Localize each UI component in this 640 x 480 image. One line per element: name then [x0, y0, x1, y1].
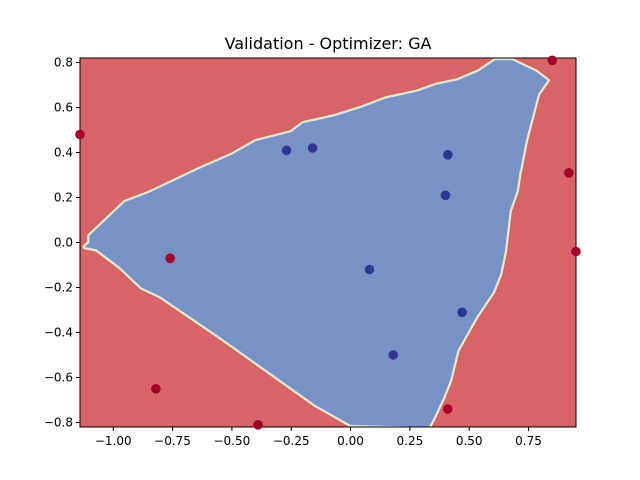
- point-class-0: [443, 404, 453, 414]
- y-tick-label: −0.8: [44, 416, 73, 430]
- point-class-0: [571, 246, 581, 257]
- x-tick-label: −0.75: [154, 434, 191, 448]
- y-tick-label: 0.6: [54, 101, 73, 115]
- y-tick-label: −0.4: [44, 326, 73, 340]
- scatter-points: [75, 55, 581, 430]
- point-class-0: [165, 253, 175, 264]
- x-tick-label: 0.50: [456, 434, 483, 448]
- point-class-1: [388, 350, 399, 360]
- point-class-0: [564, 168, 574, 178]
- point-class-1: [443, 150, 453, 160]
- x-tick-label: 0.25: [397, 434, 424, 448]
- x-tick-label: 0.00: [337, 434, 364, 448]
- point-class-1: [440, 190, 451, 201]
- x-tick-label: −1.00: [95, 434, 132, 448]
- y-tick-label: −0.2: [44, 281, 73, 295]
- chart-title: Validation - Optimizer: GA: [225, 34, 432, 53]
- y-tick-label: 0.8: [54, 56, 73, 70]
- point-class-1: [281, 145, 292, 156]
- y-tick-label: 0.0: [54, 236, 73, 250]
- point-class-1: [364, 264, 375, 275]
- decision-boundary-inner: [83, 59, 549, 427]
- x-tick-label: 0.75: [515, 434, 542, 448]
- y-tick-label: −0.6: [44, 371, 73, 385]
- point-class-0: [151, 384, 161, 394]
- point-class-1: [457, 307, 467, 318]
- point-class-0: [253, 420, 263, 430]
- x-tick-label: −0.50: [213, 434, 250, 448]
- point-class-0: [547, 55, 558, 66]
- y-tick-label: 0.2: [54, 191, 73, 205]
- point-class-0: [75, 129, 85, 140]
- point-class-1: [307, 143, 318, 153]
- class-1-region: [84, 60, 548, 427]
- x-tick-label: −0.25: [273, 434, 310, 448]
- y-tick-label: 0.4: [54, 146, 73, 160]
